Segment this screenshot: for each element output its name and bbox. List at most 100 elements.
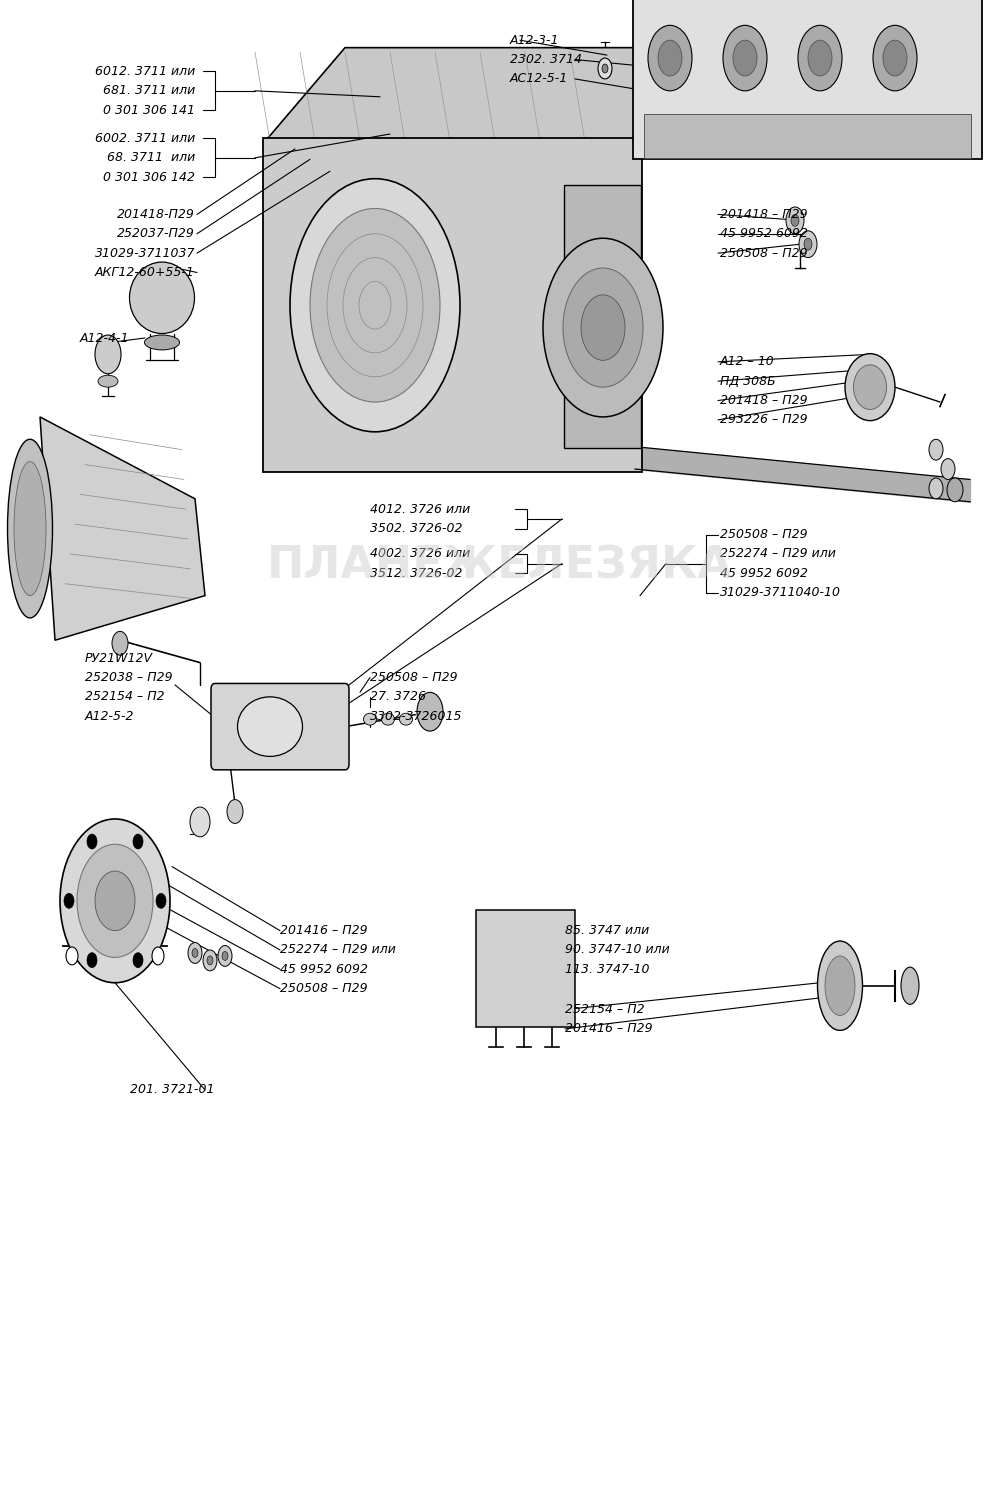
Circle shape [203,950,217,971]
Circle shape [60,819,170,983]
Text: 0 301 306 142: 0 301 306 142 [103,171,195,183]
Circle shape [192,948,198,957]
Ellipse shape [825,956,855,1015]
Circle shape [87,953,97,968]
Circle shape [658,40,682,76]
Text: 252274 – П29 или: 252274 – П29 или [280,944,396,956]
Circle shape [598,58,612,79]
Circle shape [808,40,832,76]
Text: 201. 3721-01: 201. 3721-01 [130,1084,214,1096]
Circle shape [799,231,817,258]
Text: 0 301 306 141: 0 301 306 141 [103,104,195,116]
Circle shape [602,64,608,73]
Circle shape [648,25,692,91]
Text: 85. 3747 или: 85. 3747 или [565,925,649,937]
Text: 252154 – П2: 252154 – П2 [565,1004,645,1015]
Circle shape [95,871,135,931]
Ellipse shape [364,713,376,725]
Circle shape [133,834,143,849]
Text: 252037-П29: 252037-П29 [117,228,195,240]
Text: 27. 3726: 27. 3726 [370,691,426,703]
Text: РУ21W12V: РУ21W12V [85,652,153,664]
Text: 6002. 3711 или: 6002. 3711 или [95,133,195,144]
Circle shape [133,953,143,968]
Circle shape [786,207,804,234]
Circle shape [218,946,232,966]
Circle shape [873,25,917,91]
Text: 201418 – П29: 201418 – П29 [720,208,808,220]
Text: 201418 – П29: 201418 – П29 [720,395,808,406]
Circle shape [207,956,213,965]
Ellipse shape [818,941,862,1030]
Circle shape [64,893,74,908]
Circle shape [543,238,663,417]
Text: 252038 – П29: 252038 – П29 [85,672,173,683]
Ellipse shape [144,335,180,350]
Ellipse shape [98,375,118,387]
Text: 31029-3711037: 31029-3711037 [94,247,195,259]
Text: А12-4-1: А12-4-1 [80,332,130,344]
Text: АС12-5-1: АС12-5-1 [510,73,568,85]
Circle shape [190,807,210,837]
Text: 252274 – П29 или: 252274 – П29 или [720,548,836,560]
FancyBboxPatch shape [564,185,641,448]
Text: 68. 3711  или: 68. 3711 или [107,152,195,164]
Polygon shape [265,48,638,141]
Text: ПД 308Б: ПД 308Б [720,375,776,387]
Circle shape [883,40,907,76]
Circle shape [941,459,955,479]
Text: 45 9952 6092: 45 9952 6092 [720,567,808,579]
Text: 90. 3747-10 или: 90. 3747-10 или [565,944,670,956]
Text: 45 9952 6092: 45 9952 6092 [720,228,808,240]
FancyBboxPatch shape [211,683,349,770]
FancyBboxPatch shape [644,115,971,158]
Text: 681. 3711 или: 681. 3711 или [103,85,195,97]
Text: А12 – 10: А12 – 10 [720,356,775,368]
Circle shape [563,268,643,387]
Text: 113. 3747-10: 113. 3747-10 [565,963,650,975]
Circle shape [581,295,625,360]
Circle shape [290,179,460,432]
Text: 4012. 3726 или: 4012. 3726 или [370,503,470,515]
Ellipse shape [130,262,194,334]
Text: A12-3-1: A12-3-1 [510,34,560,46]
Text: 250508 – П29: 250508 – П29 [280,983,368,995]
Circle shape [156,893,166,908]
Text: 201416 – П29: 201416 – П29 [565,1023,653,1035]
Circle shape [95,335,121,374]
Ellipse shape [382,713,394,725]
Circle shape [222,951,228,960]
Text: ПЛАНЕЖЕЛЕЗЯКА: ПЛАНЕЖЕЛЕЗЯКА [267,545,733,587]
Circle shape [417,692,443,731]
Text: 252154 – П2: 252154 – П2 [85,691,165,703]
Text: 250508 – П29: 250508 – П29 [720,529,808,541]
Text: АКГ12-60+55-1: АКГ12-60+55-1 [95,267,195,278]
Text: А12-5-2: А12-5-2 [85,710,134,722]
Text: 31029-3711040-10: 31029-3711040-10 [720,587,841,599]
Circle shape [798,25,842,91]
Circle shape [947,478,963,502]
Text: 3512. 3726-02: 3512. 3726-02 [370,567,462,579]
Ellipse shape [238,697,302,756]
Circle shape [87,834,97,849]
Ellipse shape [400,713,413,725]
Circle shape [791,214,799,226]
Text: 201418-П29: 201418-П29 [117,208,195,220]
Text: 6012. 3711 или: 6012. 3711 или [95,66,195,77]
Text: 4002. 3726 или: 4002. 3726 или [370,548,470,560]
Text: 250508 – П29: 250508 – П29 [720,247,808,259]
Circle shape [188,943,202,963]
Ellipse shape [8,439,52,618]
Circle shape [723,25,767,91]
Ellipse shape [901,968,919,1004]
Circle shape [310,208,440,402]
Circle shape [152,947,164,965]
Ellipse shape [14,462,46,596]
Ellipse shape [854,365,887,409]
Circle shape [112,631,128,655]
Text: 2302. 3714: 2302. 3714 [510,54,582,66]
Circle shape [804,238,812,250]
Text: 201416 – П29: 201416 – П29 [280,925,368,937]
Circle shape [77,844,153,957]
Circle shape [227,800,243,823]
